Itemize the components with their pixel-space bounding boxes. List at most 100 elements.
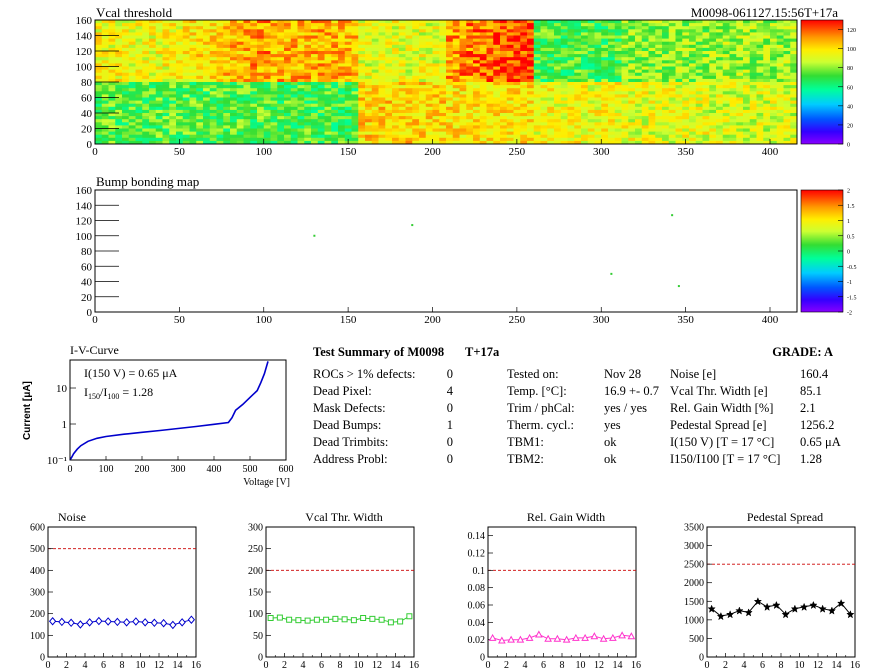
heatmap-cell	[182, 75, 190, 80]
heatmap-cell	[743, 119, 751, 123]
heatmap-cell	[128, 38, 136, 43]
heatmap-cell	[115, 97, 123, 101]
heatmap-cell	[473, 38, 481, 43]
heatmap-cell	[122, 35, 130, 39]
heatmap-cell	[135, 122, 143, 126]
heatmap-cell	[385, 29, 393, 33]
heatmap-cell	[729, 29, 737, 33]
heatmap-cell	[230, 128, 238, 132]
heatmap-cell	[601, 97, 609, 101]
heatmap-cell	[452, 119, 460, 123]
heatmap-cell	[587, 85, 595, 89]
heatmap-cell	[351, 94, 359, 98]
heatmap-cell	[250, 51, 258, 55]
heatmap-cell	[614, 47, 622, 52]
heatmap-cell	[155, 140, 163, 144]
heatmap-cell	[500, 116, 508, 120]
heatmap-cell	[567, 51, 575, 55]
heatmap-cell	[648, 140, 656, 144]
heatmap-cell	[304, 26, 312, 30]
heatmap-cell	[371, 116, 379, 120]
heatmap-cell	[655, 78, 663, 83]
heatmap-cell	[209, 131, 217, 136]
heatmap-cell	[128, 47, 136, 52]
heatmap-cell	[317, 140, 325, 144]
heatmap-cell	[486, 29, 494, 33]
heatmap-cell	[371, 91, 379, 95]
heatmap-cell	[358, 57, 366, 61]
heatmap-cell	[527, 75, 535, 80]
heatmap-cell	[641, 66, 649, 70]
heatmap-cell	[405, 94, 413, 98]
heatmap-cell	[324, 131, 332, 136]
heatmap-cell	[425, 63, 433, 67]
heatmap-cell	[425, 54, 433, 58]
heatmap-cell	[641, 125, 649, 129]
heatmap-cell	[344, 26, 352, 30]
heatmap-cell	[743, 63, 751, 67]
heatmap-cell	[459, 106, 467, 111]
heatmap-cell	[338, 97, 346, 101]
heatmap-cell	[230, 66, 238, 70]
heatmap-cell	[560, 119, 568, 123]
heatmap-cell	[635, 125, 643, 129]
heatmap-cell	[331, 109, 339, 114]
heatmap-cell	[675, 97, 683, 101]
heatmap-cell	[581, 57, 589, 61]
heatmap-cell	[182, 140, 190, 144]
heatmap-cell	[257, 119, 265, 123]
heatmap-cell	[115, 94, 123, 98]
heatmap-cell	[412, 20, 420, 24]
heatmap-cell	[331, 113, 339, 117]
heatmap-cell	[108, 60, 116, 64]
heatmap-cell	[101, 75, 109, 80]
heatmap-cell	[749, 106, 757, 111]
heatmap-cell	[432, 57, 440, 61]
heatmap-cell	[473, 32, 481, 36]
heatmap-cell	[115, 131, 123, 136]
heatmap-cell	[533, 60, 541, 64]
y-tick-label: 0	[87, 139, 93, 151]
heatmap-cell	[250, 106, 258, 111]
heatmap-cell	[621, 32, 629, 36]
heatmap-cell	[783, 116, 791, 120]
heatmap-cell	[425, 78, 433, 83]
heatmap-cell	[331, 103, 339, 108]
heatmap-cell	[155, 23, 163, 27]
heatmap-cell	[115, 100, 123, 105]
heatmap-cell	[338, 82, 346, 86]
heatmap-cell	[709, 44, 717, 49]
heatmap-cell	[776, 51, 784, 55]
plot-frame	[487, 526, 637, 658]
heatmap-cell	[128, 106, 136, 111]
heatmap-cell	[263, 69, 271, 74]
heatmap-cell	[500, 29, 508, 33]
heatmap-cell	[641, 72, 649, 77]
heatmap-cell	[270, 128, 278, 132]
heatmap-cell	[128, 122, 136, 126]
heatmap-cell	[243, 51, 251, 55]
heatmap-cell	[101, 122, 109, 126]
heatmap-cell	[601, 140, 609, 144]
heatmap-cell	[466, 72, 474, 77]
heatmap-cell	[351, 82, 359, 86]
heatmap-cell	[689, 26, 697, 30]
heatmap-cell	[439, 57, 447, 61]
heatmap-cell	[122, 60, 130, 64]
heatmap-cell	[209, 109, 217, 114]
heatmap-cell	[513, 134, 521, 139]
heatmap-cell	[101, 78, 109, 83]
heatmap-cell	[689, 41, 697, 46]
heatmap-cell	[344, 85, 352, 89]
x-tick-label: 300	[593, 146, 610, 158]
heatmap-cell	[216, 20, 224, 24]
heatmap-cell	[452, 88, 460, 92]
heatmap-cell	[176, 94, 184, 98]
heatmap-cell	[371, 47, 379, 52]
heatmap-cell	[560, 134, 568, 139]
heatmap-cell	[385, 47, 393, 52]
heatmap-cell	[452, 75, 460, 80]
heatmap-cell	[351, 47, 359, 52]
heatmap-cell	[628, 122, 636, 126]
